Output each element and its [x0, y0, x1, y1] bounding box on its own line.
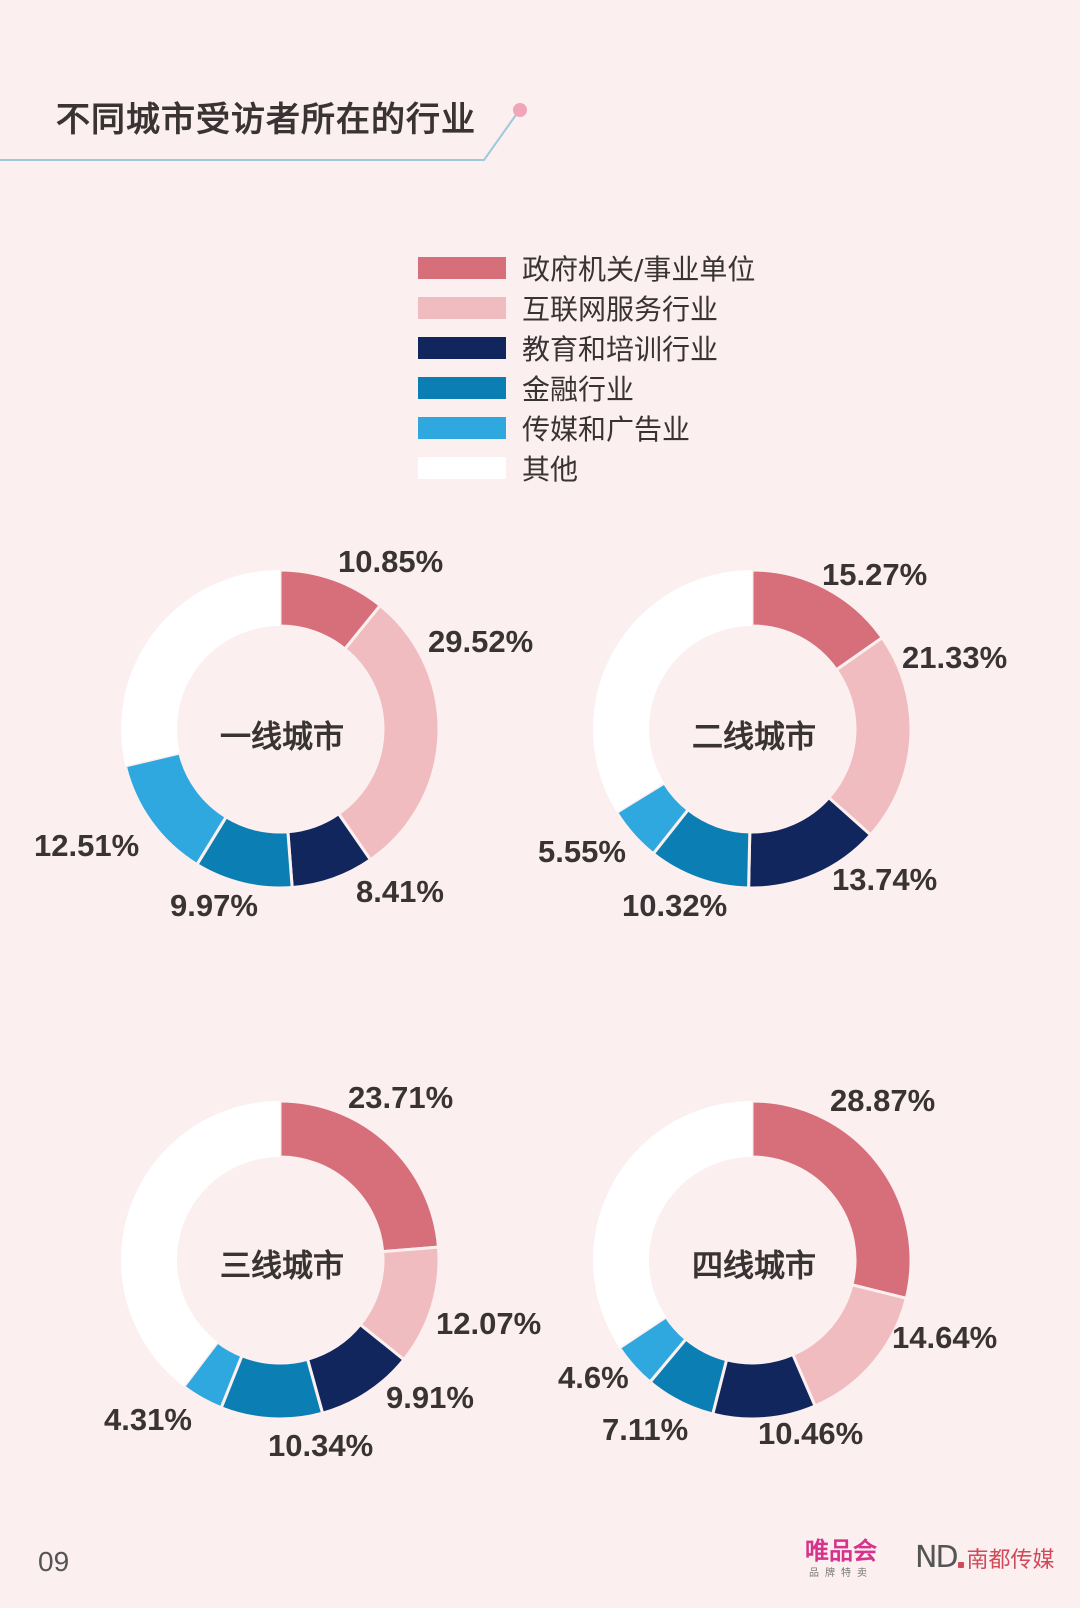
donut-slice — [120, 570, 280, 767]
donut-slice — [336, 603, 441, 862]
legend-item: 金融行业 — [418, 368, 755, 408]
legend-item: 其他 — [418, 448, 755, 488]
slice-label: 12.51% — [34, 828, 140, 863]
legend-label: 教育和培训行业 — [522, 333, 719, 366]
slice-label: 21.33% — [902, 640, 1008, 675]
legend: 政府机关/事业单位 互联网服务行业 教育和培训行业 金融行业 传媒和广告业 其他 — [418, 248, 755, 488]
legend-item: 传媒和广告业 — [418, 408, 755, 448]
legend-swatch — [418, 417, 506, 439]
legend-label: 传媒和广告业 — [522, 413, 691, 446]
title-decoration-line — [0, 103, 527, 161]
slice-label: 23.71% — [348, 1080, 454, 1115]
slice-label: 14.64% — [892, 1320, 998, 1355]
slice-label: 9.91% — [386, 1380, 474, 1415]
legend-swatch — [418, 297, 506, 319]
legend-label: 互联网服务行业 — [522, 293, 719, 326]
donut-center-label: 四线城市 — [692, 1248, 816, 1285]
donut-center-label: 三线城市 — [220, 1248, 344, 1285]
donut-center-label: 一线城市 — [220, 719, 344, 756]
legend-swatch — [418, 457, 506, 479]
legend-item: 政府机关/事业单位 — [418, 248, 755, 288]
nandu-logo-text: 南都传媒 — [966, 1547, 1055, 1573]
donut-slice — [614, 780, 691, 856]
donut-slice — [593, 570, 752, 813]
donut-slice — [123, 751, 229, 867]
legend-swatch — [418, 257, 506, 279]
slice-label: 8.41% — [356, 874, 444, 909]
legend-swatch — [418, 377, 506, 399]
donut-slice — [617, 1314, 689, 1385]
page-title: 不同城市受访者所在的行业 — [56, 100, 476, 140]
vipshop-logo: 唯品会 品牌特卖 — [805, 1538, 877, 1579]
donut-center-label: 二线城市 — [692, 719, 816, 756]
slice-label: 10.34% — [268, 1428, 374, 1463]
slice-label: 15.27% — [822, 557, 928, 592]
vipshop-logo-subtitle: 品牌特卖 — [809, 1568, 873, 1579]
slice-label: 13.74% — [832, 862, 938, 897]
slice-label: 5.55% — [538, 834, 626, 869]
legend-label: 其他 — [522, 453, 579, 486]
legend-item: 教育和培训行业 — [418, 328, 755, 368]
donut-slice — [278, 1099, 441, 1254]
donut-slice — [826, 635, 913, 838]
slice-label: 10.32% — [622, 888, 728, 923]
legend-swatch — [418, 337, 506, 359]
nandu-logo-mark: ND — [915, 1540, 959, 1575]
legend-item: 互联网服务行业 — [418, 288, 755, 328]
vipshop-logo-text: 唯品会 — [805, 1537, 877, 1565]
donut-slice — [181, 1339, 244, 1410]
slice-label: 4.6% — [558, 1360, 629, 1395]
slice-label: 7.11% — [602, 1412, 689, 1447]
slice-label: 29.52% — [428, 624, 534, 659]
donut-slice — [120, 1101, 280, 1387]
slice-label: 28.87% — [830, 1083, 936, 1118]
page-number: 09 — [38, 1546, 70, 1577]
slice-label: 9.97% — [170, 888, 258, 923]
slice-label: 10.85% — [338, 544, 444, 579]
nandu-logo-dot — [957, 1561, 964, 1568]
donut-slice — [750, 1099, 913, 1301]
donut-slice — [593, 1101, 752, 1348]
slice-label: 4.31% — [104, 1402, 192, 1437]
donut-slice — [790, 1282, 909, 1408]
nandu-media-logo: ND 南都传媒 — [915, 1540, 1055, 1575]
slice-label: 12.07% — [436, 1306, 542, 1341]
legend-label: 金融行业 — [522, 373, 635, 406]
legend-label: 政府机关/事业单位 — [522, 253, 756, 286]
slice-label: 10.46% — [758, 1416, 864, 1451]
